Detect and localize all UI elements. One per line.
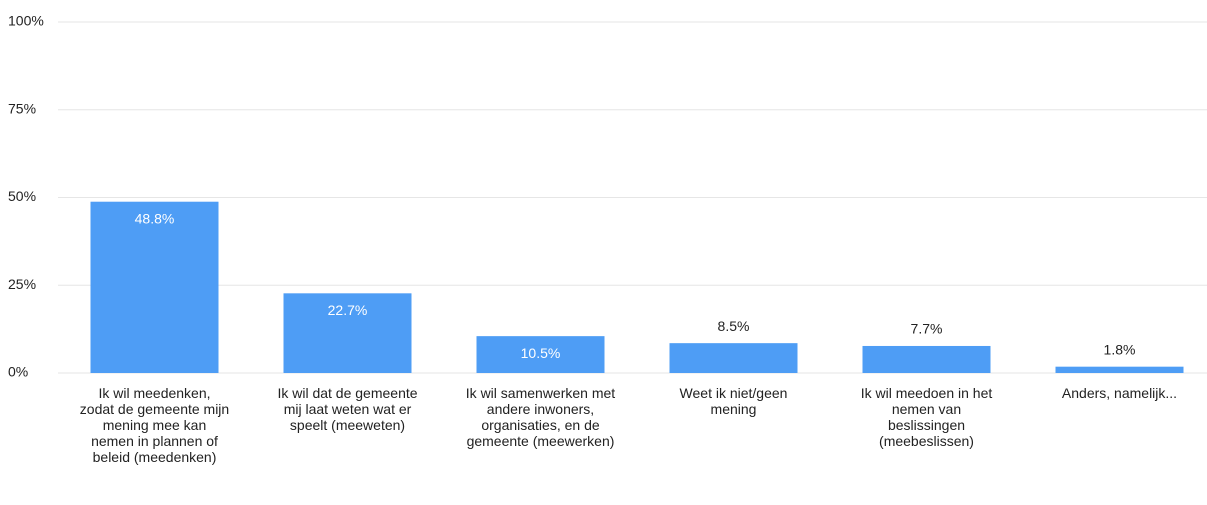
value-label: 1.8% [1104, 341, 1136, 357]
value-label: 10.5% [521, 345, 561, 361]
y-tick-label: 50% [8, 188, 36, 204]
bar [1055, 366, 1184, 373]
y-tick-label: 100% [8, 13, 44, 29]
x-tick-label: Ik wil meedenken, zodat de gemeente mijn… [79, 385, 230, 465]
bar [862, 345, 991, 373]
x-tick-label: Ik wil meedoen in het nemen van beslissi… [860, 385, 993, 449]
x-tick-label: Ik wil samenwerken met andere inwoners, … [465, 385, 616, 449]
value-label: 8.5% [718, 318, 750, 334]
value-label: 7.7% [911, 321, 943, 337]
bar [669, 343, 798, 373]
bar [90, 201, 219, 373]
x-tick-label: Ik wil dat de gemeente mij laat weten wa… [277, 385, 418, 433]
x-tick-label: Weet ik niet/geen mening [679, 385, 788, 417]
value-label: 22.7% [328, 302, 368, 318]
y-tick-label: 25% [8, 276, 36, 292]
value-label: 48.8% [135, 210, 175, 226]
y-tick-label: 75% [8, 100, 36, 116]
bar [283, 293, 412, 373]
y-tick-label: 0% [8, 364, 28, 380]
bar [476, 336, 605, 373]
x-tick-label: Anders, namelijk... [1061, 385, 1178, 401]
